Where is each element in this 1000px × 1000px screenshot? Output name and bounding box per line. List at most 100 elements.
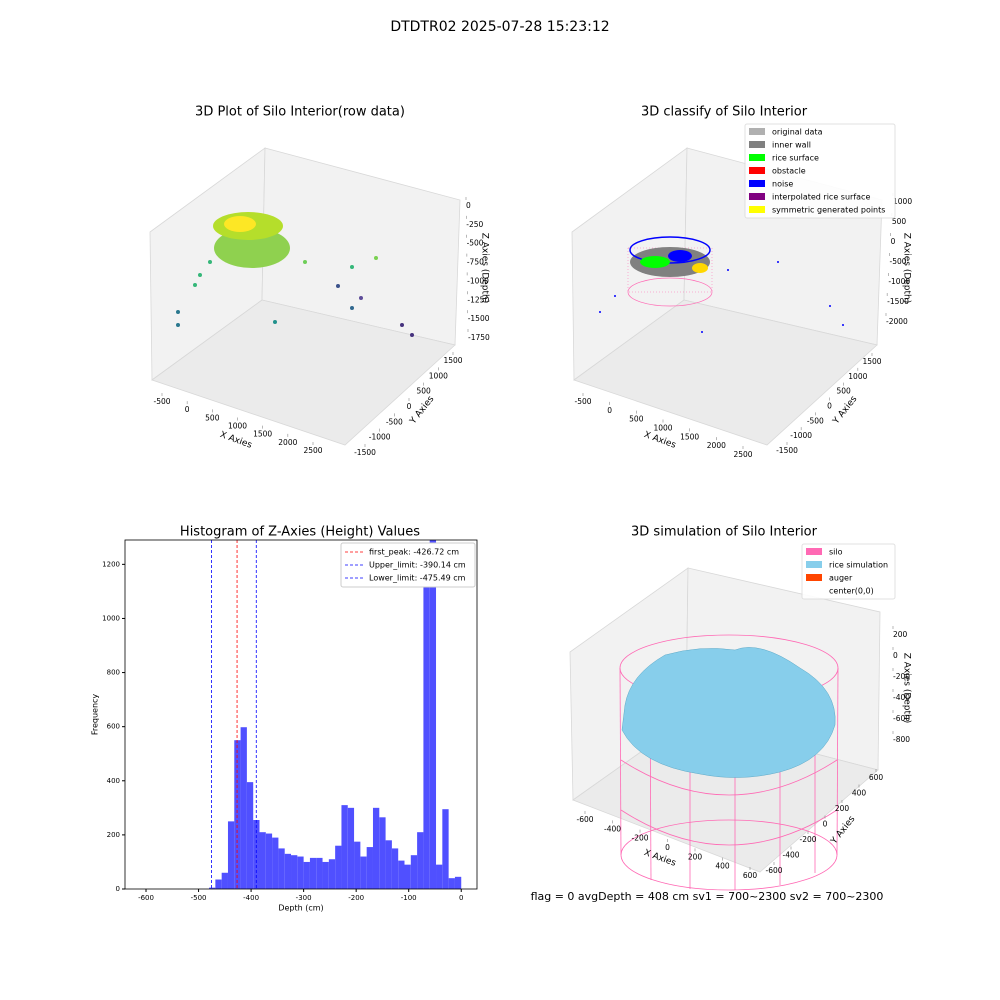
y-tick-label: -1500 (776, 446, 798, 455)
legend-label: Upper_limit: -390.14 cm (369, 561, 466, 570)
bar (246, 782, 254, 889)
z-axis-label: Z Axies (Depth) (902, 653, 912, 724)
y-tick-label: 500 (837, 387, 852, 396)
legend-swatch (749, 206, 765, 213)
z-tick-label: 500 (892, 217, 907, 226)
bar (253, 820, 260, 889)
y-tick-label: -500 (807, 416, 824, 425)
y-tick-label: -1000 (369, 433, 391, 442)
bar (391, 848, 399, 889)
x-tick-label: -300 (296, 894, 312, 902)
bar (341, 805, 348, 889)
legend-swatch (749, 141, 765, 148)
legend-swatch (749, 128, 765, 135)
panel-title: 3D Plot of Silo Interior(row data) (195, 105, 405, 120)
bar (360, 856, 367, 889)
y-tick-label: 0 (827, 402, 832, 411)
bar (404, 864, 411, 889)
bar (372, 807, 380, 889)
y-tick-label: 1000 (102, 614, 120, 622)
bar (291, 855, 298, 889)
z-tick-label: -200 (893, 672, 910, 681)
bar (398, 860, 405, 889)
x-tick-label: -600 (138, 894, 154, 902)
z-tick-label: -1500 (887, 297, 909, 306)
legend-label: inner wall (772, 141, 811, 150)
y-tick-label: -500 (386, 417, 403, 426)
bar (272, 837, 279, 889)
axes-frame (124, 539, 478, 890)
z-tick-label: 0 (891, 237, 896, 246)
z-tick-label: -500 (467, 239, 484, 248)
legend-label: original data (772, 128, 823, 137)
panel-title: 3D classify of Silo Interior (641, 105, 808, 120)
x-tick-label: 2500 (303, 446, 322, 455)
y-tick-label: 1200 (102, 560, 120, 568)
panel-title: Histogram of Z-Axies (Height) Values (180, 525, 420, 540)
y-tick-label: 0 (116, 885, 120, 893)
x-tick-label: 1500 (680, 432, 699, 441)
y-tick-label: 0 (407, 402, 412, 411)
z-tick-label: -1750 (468, 333, 490, 342)
legend-swatch (749, 193, 765, 200)
z-tick-label: -750 (467, 258, 484, 267)
z-axis-label: Z Axies (Depth) (480, 233, 490, 304)
legend-label: noise (772, 180, 793, 189)
x-tick-label: 2000 (278, 438, 297, 447)
z-tick-label: -500 (890, 257, 907, 266)
x-tick-label: 600 (743, 871, 758, 880)
legend-label: auger (829, 574, 853, 583)
x-tick-label: -500 (191, 894, 207, 902)
x-tick-label: 200 (688, 852, 703, 861)
x-tick-label: 400 (715, 862, 730, 871)
point-cloud (176, 212, 414, 337)
legend-swatch (806, 574, 822, 581)
z-axis-label: Z Axies (Depth) (902, 233, 912, 304)
legend-label: Lower_limit: -475.49 cm (369, 574, 466, 583)
footer: flag = 0 avgDepth = 408 cm sv1 = 700~230… (531, 890, 884, 903)
legend-label: symmetric generated points (772, 206, 885, 215)
x-tick-label: 500 (629, 415, 644, 424)
bar (209, 887, 216, 889)
y-tick-label: -600 (765, 866, 782, 875)
y-tick-label: 400 (107, 777, 120, 785)
legend-label: silo (829, 548, 843, 557)
legend-label: center(0,0) (829, 587, 874, 596)
y-tick-label: 200 (835, 804, 850, 813)
y-tick-label: 600 (107, 723, 120, 731)
legend-box (801, 543, 896, 600)
bar (385, 840, 392, 889)
x-tick-label: 500 (205, 413, 220, 422)
x-tick-label: -200 (348, 894, 364, 902)
x-tick-label: 1500 (253, 430, 272, 439)
legend-swatch (806, 587, 822, 594)
y-tick-label: -200 (799, 835, 816, 844)
legend-label: rice surface (772, 154, 819, 163)
z-tick-label: 200 (893, 630, 908, 639)
x-tick-label: 0 (665, 843, 670, 852)
point-cloud (599, 236, 844, 333)
bar (234, 740, 241, 889)
x-tick-label: -400 (604, 824, 621, 833)
z-tick-label: -400 (893, 693, 910, 702)
y-tick-label: 0 (823, 820, 828, 829)
x-tick-label: 2500 (733, 450, 752, 459)
y-tick-label: -1500 (354, 448, 376, 457)
x-tick-label: 2000 (707, 441, 726, 450)
bar (417, 832, 424, 889)
bar (429, 540, 437, 889)
bar (240, 727, 247, 889)
x-axis-label: Depth (cm) (278, 904, 323, 913)
bar (354, 841, 361, 889)
y-tick-label: 1000 (429, 371, 448, 380)
legend-swatch (806, 548, 822, 555)
x-tick-label: -200 (631, 834, 648, 843)
bar (297, 856, 304, 889)
z-tick-label: -1000 (467, 276, 489, 285)
z-tick-label: -1250 (467, 295, 489, 304)
legend-label: first_peak: -426.72 cm (369, 548, 459, 557)
bar (448, 878, 455, 889)
z-tick-label: -600 (893, 714, 910, 723)
bar (303, 861, 310, 889)
